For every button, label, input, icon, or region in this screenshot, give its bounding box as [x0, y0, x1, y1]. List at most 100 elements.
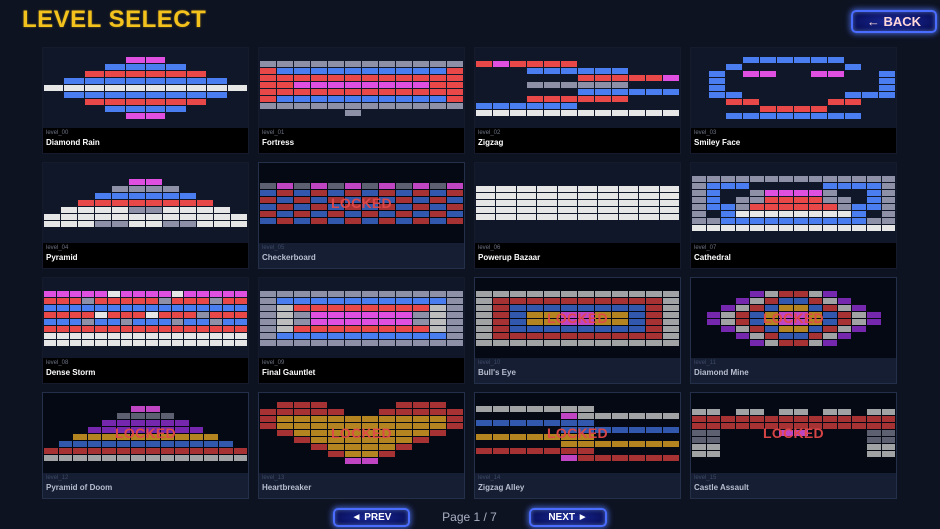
brick — [852, 304, 866, 311]
empty-slot — [44, 78, 63, 84]
brick — [595, 290, 611, 297]
empty-slot — [61, 179, 77, 185]
brick — [447, 297, 463, 304]
brick — [95, 221, 111, 227]
brick — [146, 290, 158, 297]
level-card[interactable]: level_03 Smiley Face — [690, 47, 897, 154]
back-button[interactable]: ← BACK — [851, 10, 937, 33]
brick — [447, 339, 463, 346]
empty-slot — [629, 61, 645, 67]
level-name: Heartbreaker — [262, 483, 312, 492]
brick — [764, 318, 779, 325]
brick — [629, 332, 645, 339]
brick — [598, 207, 618, 213]
brick — [764, 311, 779, 318]
brick — [328, 332, 344, 339]
level-card[interactable]: level_08 Dense Storm — [42, 277, 249, 384]
level-card[interactable]: LOCKED level_14 Zigzag Alley — [474, 392, 681, 499]
level-card[interactable]: level_01 Fortress — [258, 47, 465, 154]
level-card[interactable]: LOCKED level_13 Heartbreaker — [258, 392, 465, 499]
empty-slot — [44, 64, 63, 70]
brick — [413, 81, 429, 88]
brick-row — [44, 207, 247, 213]
brick — [160, 447, 175, 454]
level-card[interactable]: level_09 Final Gauntlet — [258, 277, 465, 384]
empty-slot — [73, 413, 87, 419]
brick — [184, 304, 196, 311]
brick-layout — [260, 163, 463, 243]
brick — [808, 304, 823, 311]
level-name: Zigzag Alley — [478, 483, 525, 492]
empty-slot — [234, 406, 248, 412]
level-card[interactable]: level_07 Cathedral — [690, 162, 897, 269]
brick — [260, 102, 276, 109]
level-card[interactable]: LOCKED level_15 Castle Assault — [690, 392, 897, 499]
level-card[interactable]: level_06 Powerup Bazaar — [474, 162, 681, 269]
brick — [413, 339, 429, 346]
brick — [561, 81, 577, 88]
brick — [750, 297, 764, 304]
brick — [808, 325, 823, 332]
brick — [362, 290, 378, 297]
brick — [146, 433, 160, 440]
brick — [828, 57, 844, 63]
prev-page-button[interactable]: ◄ PREV — [333, 508, 410, 527]
empty-slot — [527, 413, 543, 419]
brick — [595, 325, 611, 332]
level-card[interactable]: level_02 Zigzag — [474, 47, 681, 154]
brick-row — [692, 311, 895, 318]
brick — [510, 109, 526, 116]
brick-row — [476, 419, 679, 426]
empty-slot — [794, 183, 808, 189]
brick — [120, 339, 133, 346]
empty-slot — [234, 441, 248, 447]
brick — [612, 81, 628, 88]
empty-slot — [709, 57, 725, 63]
empty-slot — [663, 96, 679, 102]
brick — [413, 311, 429, 318]
level-card[interactable]: LOCKED level_05 Checkerboard — [258, 162, 465, 269]
brick — [881, 217, 896, 224]
brick — [260, 60, 276, 67]
brick — [764, 290, 779, 297]
brick — [235, 318, 247, 325]
next-page-button[interactable]: NEXT ► — [529, 508, 607, 527]
level-card[interactable]: level_00 Diamond Rain — [42, 47, 249, 154]
brick — [277, 311, 293, 318]
empty-slot — [777, 78, 793, 84]
level-card[interactable]: LOCKED level_12 Pyramid of Doom — [42, 392, 249, 499]
empty-slot — [527, 441, 543, 447]
brick — [692, 210, 706, 217]
brick — [277, 217, 293, 224]
brick-row — [692, 203, 896, 210]
level-id: level_12 — [46, 475, 69, 481]
brick — [476, 193, 496, 199]
brick — [105, 71, 125, 77]
brick — [692, 224, 706, 231]
brick — [56, 290, 69, 297]
brick — [764, 297, 779, 304]
brick — [629, 412, 645, 419]
brick — [84, 99, 105, 105]
brick — [779, 224, 794, 231]
empty-slot — [779, 183, 793, 189]
level-card[interactable]: LOCKED level_10 Bull's Eye — [474, 277, 681, 384]
brick — [430, 203, 446, 210]
brick — [794, 290, 808, 297]
brick — [735, 325, 750, 332]
brick — [260, 203, 276, 210]
brick — [171, 325, 184, 332]
brick — [828, 71, 844, 77]
empty-slot — [187, 64, 206, 70]
level-card[interactable]: level_04 Pyramid — [42, 162, 249, 269]
empty-slot — [413, 444, 429, 450]
brick — [764, 175, 779, 182]
brick — [692, 217, 706, 224]
brick — [227, 85, 248, 91]
brick — [837, 423, 852, 429]
empty-slot — [105, 57, 124, 63]
brick — [379, 430, 395, 436]
brick — [709, 85, 725, 91]
brick — [311, 290, 327, 297]
level-card[interactable]: LOCKED level_11 Diamond Mine — [690, 277, 897, 384]
